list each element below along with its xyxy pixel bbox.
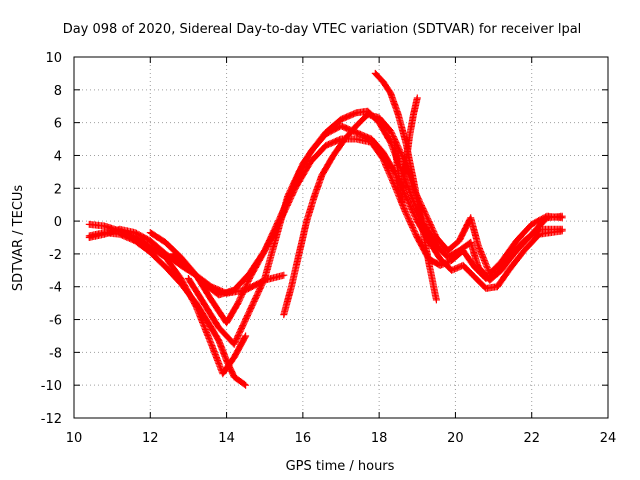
series-track-9 [390, 94, 421, 205]
series-track-4 [146, 135, 566, 327]
y-tick-label: -10 [41, 379, 62, 394]
y-tick-label: -2 [49, 248, 62, 263]
y-tick-label: -8 [49, 346, 62, 361]
series-track-5 [169, 122, 566, 299]
y-tick-label: 6 [54, 117, 62, 132]
x-tick-label: 14 [218, 431, 235, 446]
x-axis: 10 12 14 16 18 20 22 24 [66, 57, 617, 446]
y-tick-label: 2 [54, 182, 62, 197]
y-axis-label: SDTVAR / TECUs [11, 185, 26, 292]
x-tick-label: 20 [447, 431, 464, 446]
chart-title: Day 098 of 2020, Sidereal Day-to-day VTE… [63, 22, 582, 37]
x-tick-label: 24 [600, 431, 617, 446]
series-markers [169, 122, 566, 299]
y-tick-label: -12 [41, 412, 62, 427]
y-tick-label: 10 [45, 51, 62, 66]
y-tick-label: -4 [49, 281, 62, 296]
x-tick-label: 18 [371, 431, 388, 446]
x-tick-label: 16 [295, 431, 312, 446]
x-tick-label: 10 [66, 431, 83, 446]
x-tick-label: 22 [523, 431, 540, 446]
plot-frame [73, 56, 609, 419]
y-tick-label: 0 [54, 215, 62, 230]
x-tick-label: 12 [142, 431, 159, 446]
series-markers [146, 135, 566, 327]
x-axis-label: GPS time / hours [286, 459, 395, 474]
plot-area [85, 69, 566, 389]
y-axis: -12 -10 -8 -6 -4 -2 0 2 4 6 8 10 [41, 51, 608, 427]
y-tick-label: 8 [54, 84, 62, 99]
y-tick-label: 4 [54, 149, 62, 164]
y-tick-label: -6 [49, 314, 62, 329]
